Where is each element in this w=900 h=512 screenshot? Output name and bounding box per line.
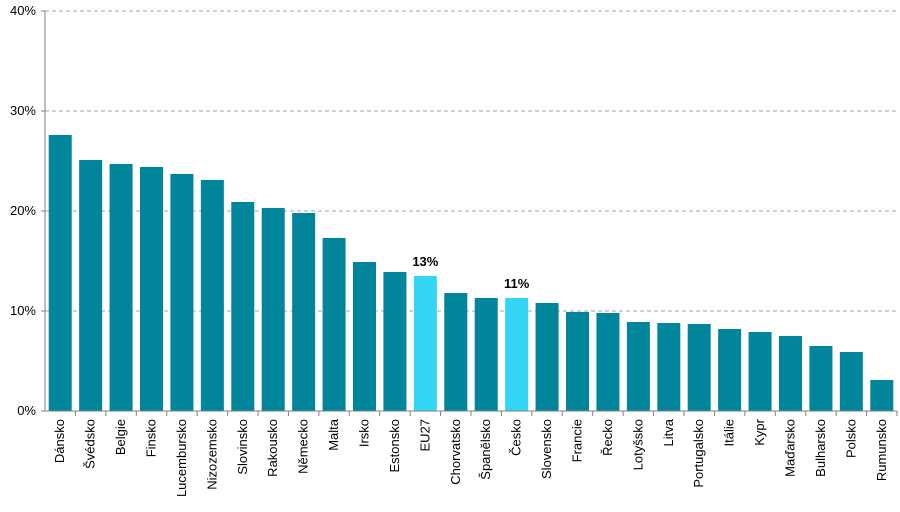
data-labels: 13% 11% (412, 254, 529, 291)
x-tick-label: Irsko (357, 419, 372, 447)
bar-belgie (109, 164, 133, 411)
bar-chorvatsko (444, 293, 468, 411)
x-tick-label: Bulharsko (813, 419, 828, 477)
bar-litva (657, 323, 681, 411)
y-tick-label: 40% (10, 3, 36, 18)
bar-polsko (839, 352, 863, 411)
x-tick-label: Kypr (752, 418, 767, 445)
bar-německo (292, 213, 316, 411)
bar-dánsko (48, 135, 72, 411)
bar-rumunsko (870, 380, 894, 411)
x-tick-label: Slovinsko (235, 419, 250, 475)
bar-maďarsko (779, 336, 802, 411)
bar-malta (322, 238, 346, 411)
x-tick-label: Nizozemsko (204, 419, 219, 490)
y-axis-ticks: 0% 10% 20% 30% 40% (10, 3, 45, 418)
y-tick-label: 20% (10, 203, 36, 218)
x-tick-label: Dánsko (52, 419, 67, 463)
bar-itálie (718, 329, 742, 411)
bar-bulharsko (809, 346, 833, 411)
x-tick-label: Finsko (144, 419, 159, 457)
x-tick-label: Estonsko (387, 419, 402, 472)
bar-slovensko (535, 303, 559, 411)
x-tick-label: Lotyšsko (630, 419, 645, 470)
y-tick-label: 10% (10, 303, 36, 318)
y-tick-label: 0% (17, 403, 36, 418)
bars (48, 135, 894, 411)
x-tick-label: Chorvatsko (448, 419, 463, 485)
bar-rakousko (261, 208, 285, 411)
y-tick-label: 30% (10, 103, 36, 118)
x-tick-label: Litva (661, 418, 676, 446)
bar-řecko (596, 313, 620, 411)
x-tick-label: Řecko (600, 419, 615, 456)
x-tick-label: Belgie (113, 419, 128, 455)
bar-estonsko (383, 272, 407, 411)
bar-nizozemsko (200, 180, 224, 411)
bar-francie (566, 312, 589, 411)
bar-finsko (140, 167, 163, 411)
data-label: 13% (412, 254, 438, 269)
bar-španělsko (474, 298, 498, 411)
bar-kypr (748, 332, 772, 411)
data-label: 11% (504, 276, 530, 291)
x-tick-label: Česko (509, 419, 524, 456)
x-tick-label: Polsko (843, 419, 858, 458)
bar-portugalsko (687, 324, 711, 411)
bar-lotyšsko (626, 322, 650, 411)
bar-lucembursko (170, 174, 194, 411)
x-tick-label: Maďarsko (783, 419, 798, 477)
x-tick-label: Itálie (722, 419, 737, 446)
x-tick-label: Španělsko (478, 419, 493, 480)
x-tick-label: Německo (296, 419, 311, 474)
x-tick-label: Švédsko (83, 419, 98, 469)
bar-švédsko (79, 160, 103, 411)
x-tick-label: Slovensko (539, 419, 554, 479)
x-tick-label: Portugalsko (691, 419, 706, 488)
bar-irsko (353, 262, 376, 411)
x-tick-label: Rakousko (265, 419, 280, 477)
x-tick-label: EU27 (417, 419, 432, 452)
x-tick-label: Rumunsko (874, 419, 889, 481)
bar-česko (505, 298, 529, 411)
bar-slovinsko (231, 202, 255, 411)
x-tick-label: Malta (326, 418, 341, 451)
x-tick-label: Francie (570, 419, 585, 462)
bar-eu27 (413, 276, 437, 411)
x-tick-label: Lucembursko (174, 419, 189, 497)
x-axis-ticks: Dánsko Švédsko Belgie Finsko Lucembursko Nizo… (52, 411, 898, 497)
